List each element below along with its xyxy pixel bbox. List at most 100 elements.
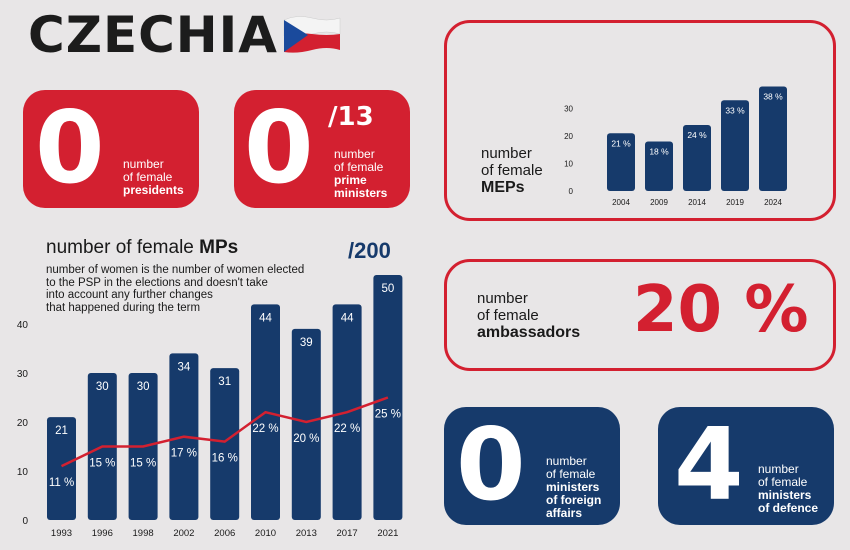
czech-flag-icon (283, 16, 341, 53)
meps-x-tick: 2024 (764, 198, 782, 207)
mps-y-tick: 30 (17, 369, 29, 380)
mps-x-tick: 1993 (51, 528, 72, 539)
foreign-ministers-label-line5: affairs (546, 506, 583, 520)
meps-bar-label: 38 % (763, 92, 783, 102)
ambassadors-label-line2: of female (477, 307, 539, 324)
meps-y-tick: 0 (569, 187, 574, 196)
meps-bar-label: 33 % (725, 105, 745, 115)
foreign-ministers-label-line4: of foreign (546, 493, 602, 507)
meps-x-tick: 2004 (612, 198, 630, 207)
mps-x-tick: 2002 (173, 528, 194, 539)
mps-x-tick: 1996 (92, 528, 113, 539)
mps-women-share-line (60, 396, 389, 468)
mps-x-tick: 2021 (377, 528, 398, 539)
mps-x-tick: 2017 (337, 528, 358, 539)
foreign-ministers-card: 0 number of female ministers of foreign … (444, 407, 620, 525)
defence-ministers-label-line3: ministers (758, 488, 812, 502)
mps-note-line: number of women is the number of women e… (46, 264, 305, 276)
presidents-label: number of female presidents (123, 158, 184, 197)
mps-bar (291, 328, 321, 520)
ambassadors-label-line1: number (477, 290, 528, 307)
mps-bar-label: 44 (259, 312, 272, 324)
prime-ministers-label-line3: prime (334, 173, 367, 187)
mps-bar-label: 31 (218, 376, 231, 388)
mps-bar-label: 30 (96, 381, 109, 393)
mps-note-line: to the PSP in the elections and doesn't … (46, 276, 268, 289)
mps-line-label: 15 % (89, 458, 115, 470)
meps-x-tick: 2019 (726, 198, 744, 207)
defence-ministers-card: 4 number of female ministers of defence (658, 407, 834, 525)
mps-note-line: into account any further changes (46, 289, 213, 301)
mps-title-bold: MPs (199, 237, 239, 258)
presidents-card: 0 number of female presidents (23, 90, 199, 208)
mps-line-label: 17 % (171, 448, 197, 460)
mps-section: number of female MPs /200 number of wome… (0, 232, 430, 550)
ambassadors-label-line3: ambassadors (477, 324, 581, 341)
page-title: CZECHIA (28, 6, 278, 64)
meps-bar-label: 18 % (649, 147, 669, 157)
prime-ministers-value: 0 (244, 89, 314, 206)
mps-line-label: 16 % (212, 453, 238, 465)
mps-line-label: 25 % (375, 409, 401, 421)
meps-bar (759, 86, 787, 191)
meps-bar (721, 100, 749, 191)
mps-y-tick: 10 (17, 467, 29, 478)
meps-chart: 0 10 20 30 21 % 2004 18 % 2009 24 % 2014 33 % 2019 3… (564, 86, 787, 207)
meps-bar-label: 21 % (611, 138, 631, 148)
foreign-ministers-label-line2: of female (546, 467, 596, 481)
mps-bar-label: 39 (300, 337, 313, 349)
mps-line-label: 22 % (334, 423, 360, 435)
meps-y-tick: 20 (564, 132, 573, 141)
prime-ministers-card: 0 /13 number of female prime ministers (234, 90, 410, 208)
defence-ministers-value: 4 (674, 406, 744, 523)
mps-line-label: 11 % (49, 477, 74, 489)
meps-card: number of female MEPs 0 10 20 30 21 % 2004 18 … (444, 20, 836, 221)
prime-ministers-suffix: /13 (328, 102, 374, 132)
foreign-ministers-label: number of female ministers of foreign af… (546, 455, 601, 520)
mps-title: number of female MPs (46, 237, 238, 259)
ambassadors-card: number of female ambassadors 20 % (444, 259, 836, 371)
mps-line-label: 20 % (293, 433, 319, 445)
mps-line-label: 15 % (130, 458, 156, 470)
meps-y-tick: 30 (564, 105, 573, 114)
prime-ministers-label-line1: number (334, 147, 375, 161)
prime-ministers-label-line4: ministers (334, 186, 388, 200)
meps-label-line1: number (481, 145, 532, 162)
defence-ministers-label: number of female ministers of defence (758, 463, 818, 515)
mps-y-tick: 40 (17, 320, 29, 331)
mps-x-tick: 1998 (133, 528, 154, 539)
mps-title-prefix: number of female (46, 237, 200, 258)
meps-label: number of female MEPs (481, 145, 543, 196)
meps-bar (683, 125, 711, 191)
mps-y-tick: 0 (22, 516, 28, 527)
mps-bar (47, 417, 76, 520)
mps-y-tick: 20 (17, 418, 29, 429)
foreign-ministers-label-line3: ministers (546, 480, 600, 494)
meps-label-line2: of female (481, 162, 543, 179)
mps-note-line: that happened during the term (46, 301, 201, 314)
foreign-ministers-label-line1: number (546, 454, 587, 468)
ambassadors-value: 20 % (633, 273, 809, 347)
defence-ministers-label-line1: number (758, 462, 799, 476)
mps-bar-label: 44 (341, 312, 354, 324)
presidents-label-line1: number (123, 157, 164, 171)
foreign-ministers-value: 0 (456, 406, 526, 523)
meps-x-tick: 2014 (688, 198, 706, 207)
ambassadors-label: number of female ambassadors (477, 290, 580, 341)
presidents-value: 0 (35, 89, 105, 206)
prime-ministers-label-line2: of female (334, 160, 384, 174)
mps-bar-label: 50 (382, 283, 395, 295)
mps-bar (210, 368, 240, 520)
mps-note: number of women is the number of women e… (46, 264, 304, 314)
meps-bar (607, 133, 635, 191)
presidents-label-line3: presidents (123, 183, 184, 197)
meps-bar-label: 24 % (687, 130, 707, 140)
mps-bar-label: 30 (137, 381, 150, 393)
meps-x-tick: 2009 (650, 198, 668, 207)
defence-ministers-label-line4: of defence (758, 501, 819, 515)
mps-bar-label: 34 (178, 361, 191, 373)
mps-line-label: 22 % (252, 423, 278, 435)
mps-x-tick: 2013 (296, 528, 317, 539)
mps-x-tick: 2010 (255, 528, 276, 539)
prime-ministers-label: number of female prime ministers (334, 148, 387, 200)
